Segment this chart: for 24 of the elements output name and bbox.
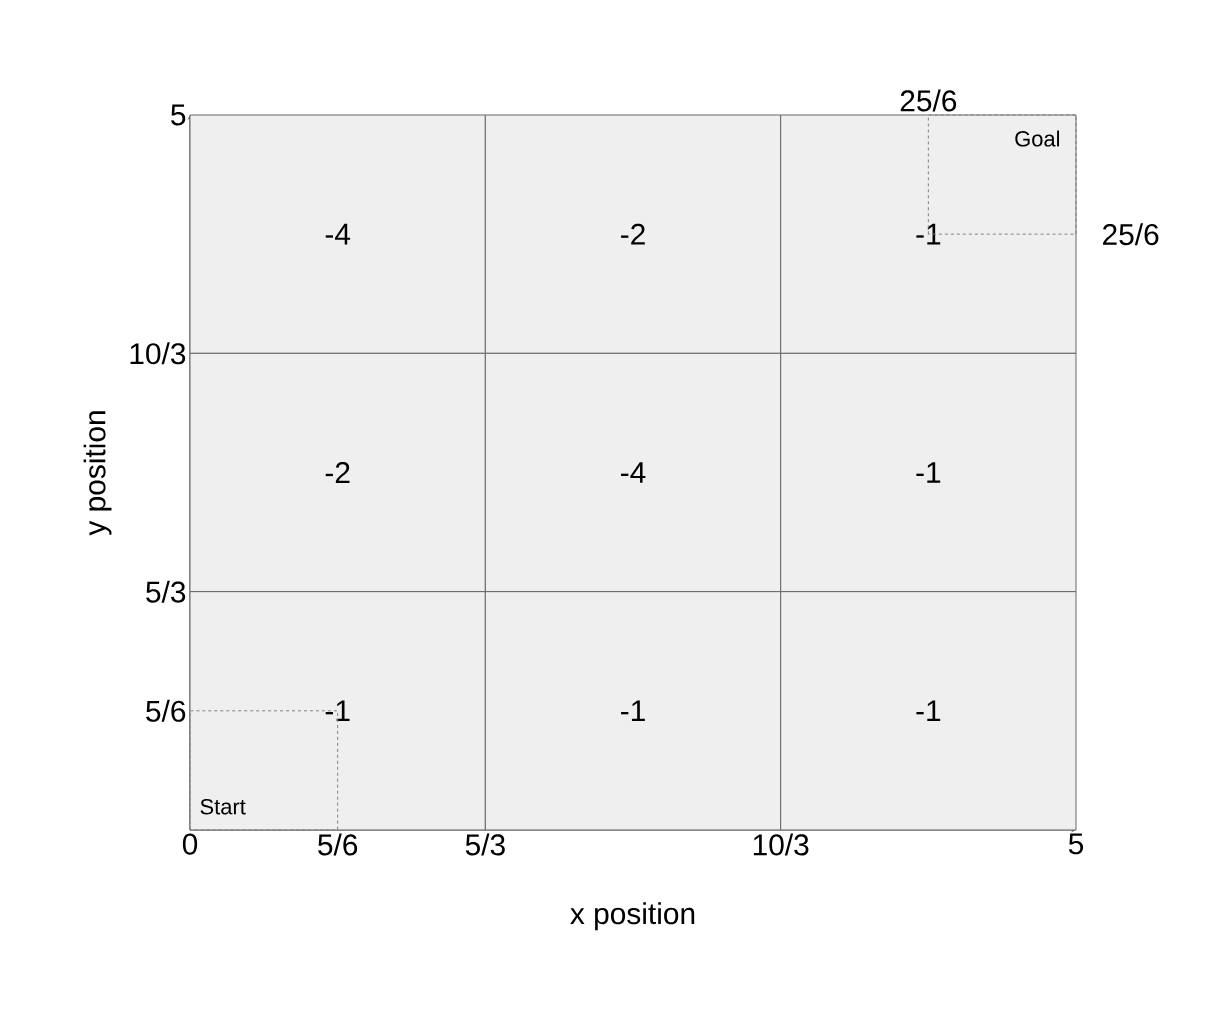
annotation: Goal (1015, 130, 1060, 147)
data-label: -1 (916, 223, 941, 245)
data-label: -1 (325, 700, 350, 722)
x-tick-label: 5 (1068, 833, 1084, 855)
y-axis-title: y position (83, 411, 112, 536)
x-tick-label: 10/3 (753, 833, 809, 856)
annotation: Start (200, 798, 246, 815)
data-label: -1 (621, 700, 645, 722)
x-tick-label: 5/3 (465, 833, 505, 856)
data-label: -1 (916, 700, 941, 722)
x-tick-label: 0 (182, 833, 198, 855)
data-label: -2 (325, 462, 350, 483)
data-label: -4 (325, 223, 351, 245)
y-tick-label: 5 (171, 104, 186, 126)
text: 25/6 (900, 89, 957, 112)
x-axis-title: x position (570, 902, 695, 931)
y-tick-label: 10/3 (130, 342, 186, 365)
data-label: -2 (621, 223, 645, 245)
x-tick-label: 5/6 (318, 833, 358, 856)
y-tick-label: 5/6 (146, 699, 186, 722)
text: 25/6 (1103, 223, 1159, 246)
data-label: -1 (916, 462, 941, 483)
data-label: -4 (621, 462, 646, 483)
y-tick-label: 5/3 (146, 580, 186, 603)
